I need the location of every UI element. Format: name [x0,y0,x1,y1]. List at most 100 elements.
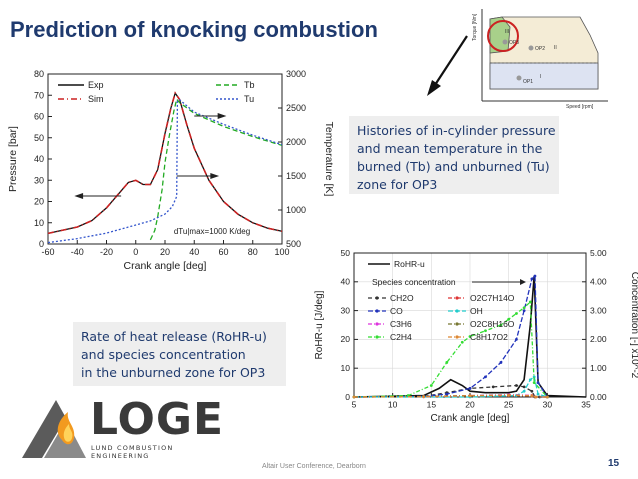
y2-tick-label: 1500 [286,171,306,181]
y2-tick-label: 4.00 [590,277,607,287]
page-number: 15 [608,458,620,469]
data-point [429,384,433,387]
legend-label: Tu [244,94,254,104]
data-point [515,312,518,315]
loge-logo: LOGE LUND COMBUSTION ENGINEERING [18,392,223,464]
x-tick-label: 20 [465,400,475,410]
series-line-exp [47,91,283,235]
x-tick-label: -40 [71,247,84,257]
chart-annotation: dTu|max=1000 K/deg [174,227,250,236]
data-point [352,395,356,399]
x-tick-label: 60 [218,247,228,257]
x-tick-label: -20 [100,247,113,257]
callout-line: and mean temperature in the [357,141,543,156]
data-point [538,395,541,399]
y2-tick-label: 500 [286,239,301,249]
data-point [484,375,487,379]
map-region-label: III [505,29,509,35]
data-point [445,392,449,396]
series-line-tu [47,98,283,244]
data-point [499,323,503,327]
y2-tick-label: 0.00 [590,392,607,402]
data-point [533,274,537,278]
y2-tick-label: 3000 [286,69,306,79]
legend-label: CH2O [390,293,414,303]
data-point [532,381,536,384]
y-tick-label: 0 [39,239,44,249]
series-line-co [353,274,548,398]
callout-line: Histories of in-cylinder pressure [357,123,556,138]
data-point [522,389,526,393]
rohr-callout: Rate of heat release (RoHR-u) and specie… [73,322,286,386]
x-tick-label: -60 [41,247,54,257]
data-point [528,300,532,304]
op3-label: OP3 [509,40,519,46]
y-tick-label: 40 [341,277,351,287]
y-tick-label: 30 [341,305,351,315]
legend-marker [375,309,379,313]
series-line-oh [354,375,548,398]
y-tick-label: 10 [341,363,351,373]
annotation-arrowhead [74,193,84,199]
legend-label: CO [390,306,403,316]
legend-label: Tb [244,80,255,90]
x-tick-label: 20 [160,247,170,257]
footer-text: Altair User Conference, Dearborn [262,463,366,470]
x-tick-label: 30 [543,400,553,410]
legend-label: C3H6 [390,319,412,329]
map-highlight-circle [487,20,519,52]
data-point [515,338,518,341]
callout-line: burned (Tb) and unburned (Tu) [357,159,550,174]
y-tick-label: 20 [34,197,44,207]
operating-map-chart: III II I OP3 OP2 OP1 Speed [rpm] Torque … [472,9,608,110]
op1-label: OP1 [523,79,533,85]
rohr-species-chart: 5 10 15 20 25 30 35 0 10 20 30 40 50 0.00 1.00 2.00 3.00… [314,248,638,424]
legend-marker [455,309,459,313]
series-line-sim [47,91,283,235]
x-axis-label: Crank angle [deg] [431,413,510,424]
data-point [507,393,511,397]
data-point [522,309,526,312]
annotation-arrowhead [210,173,220,179]
data-point [522,306,526,310]
y-tick-label: 40 [34,154,44,164]
legend-label: Sim [88,94,104,104]
pressure-temperature-chart: -60 -40 -20 0 20 40 60 80 1000102030405060708050… [7,69,335,272]
x-tick-label: 0 [133,247,138,257]
legend-label: RoHR-u [394,259,425,269]
chart-annotation: Species concentration [372,277,456,287]
data-point [499,361,503,364]
x-tick-label: 35 [581,400,591,410]
series-line-c2h4 [353,300,548,398]
legend-label: OH [470,306,483,316]
data-point [460,340,464,344]
legend-marker [375,335,379,339]
x-tick-label: 15 [427,400,437,410]
y-tick-label: 50 [34,133,44,143]
map-x-label: Speed [rpm] [566,104,594,110]
legend-marker [455,296,459,300]
op1-point [516,75,522,81]
y2-tick-label: 1000 [286,205,306,215]
callout-line: in the unburned zone for OP3 [81,365,266,380]
y-tick-label: 0 [345,392,350,402]
y2-axis-label: Temperature [K] [323,122,335,197]
data-point [491,385,495,389]
map-region-label: I [540,74,541,80]
legend-label: O2C8H16O [470,319,515,329]
y-tick-label: 20 [341,334,351,344]
slide-title: Prediction of knocking combustion [10,17,378,42]
y-axis-label: Pressure [bar] [7,126,19,192]
data-point [507,317,511,321]
y-tick-label: 70 [34,90,44,100]
data-point [530,394,534,397]
pressure-callout: Histories of in-cylinder pressure and me… [349,116,559,194]
y-tick-label: 10 [34,218,44,228]
y2-tick-label: 2.00 [590,334,607,344]
data-point [530,389,534,393]
data-point [522,385,526,389]
y-tick-label: 60 [34,112,44,122]
y-tick-label: 80 [34,69,44,79]
x-tick-label: 25 [504,400,514,410]
legend-marker [455,322,459,326]
